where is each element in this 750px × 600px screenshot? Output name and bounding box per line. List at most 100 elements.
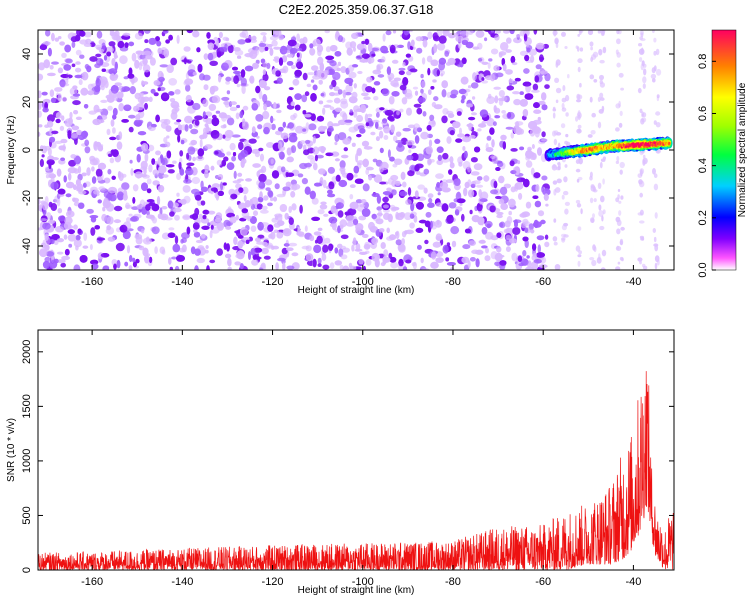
noise-speck <box>575 45 579 49</box>
noise-speck <box>577 58 583 64</box>
noise-speck <box>278 57 284 66</box>
noise-speck <box>91 166 95 172</box>
noise-speck <box>317 263 322 267</box>
noise-speck <box>491 155 499 165</box>
noise-speck <box>561 102 565 110</box>
noise-speck <box>552 180 558 185</box>
noise-speck <box>168 257 172 265</box>
noise-speck <box>380 161 389 171</box>
noise-speck <box>448 202 457 209</box>
y-tick-label: 2000 <box>21 340 33 364</box>
noise-speck <box>342 89 347 99</box>
noise-speck <box>150 88 156 94</box>
noise-speck <box>279 45 288 55</box>
noise-speck <box>288 87 294 91</box>
noise-speck <box>307 72 315 76</box>
x-tick-label: -80 <box>445 576 461 588</box>
noise-speck <box>446 136 452 144</box>
noise-speck <box>100 99 108 103</box>
noise-speck <box>263 103 267 111</box>
noise-speck <box>381 56 386 63</box>
noise-speck <box>359 251 368 255</box>
noise-speck <box>433 96 439 102</box>
noise-speck <box>472 96 476 100</box>
noise-speck <box>329 223 336 228</box>
noise-speck <box>498 175 505 184</box>
noise-speck <box>274 183 280 190</box>
noise-speck <box>437 192 441 196</box>
noise-speck <box>163 137 168 143</box>
noise-speck <box>49 89 55 97</box>
noise-speck <box>421 57 426 65</box>
noise-speck <box>339 219 347 228</box>
noise-speck <box>258 42 267 47</box>
noise-speck <box>449 94 457 99</box>
noise-speck <box>238 141 244 151</box>
chart-title: C2E2.2025.359.06.37.G18 <box>279 2 434 17</box>
noise-speck <box>435 202 444 207</box>
noise-speck <box>215 110 221 114</box>
noise-speck <box>164 141 171 148</box>
noise-speck <box>48 201 53 208</box>
noise-speck <box>641 263 646 268</box>
noise-speck <box>564 46 568 49</box>
noise-speck <box>325 152 334 157</box>
noise-speck <box>349 194 354 200</box>
noise-speck <box>386 187 392 192</box>
noise-speck <box>42 41 51 46</box>
noise-speck <box>211 95 221 104</box>
noise-speck <box>194 248 201 256</box>
noise-speck <box>492 121 497 127</box>
noise-speck <box>75 49 82 56</box>
noise-speck <box>148 164 153 173</box>
noise-speck <box>128 213 133 217</box>
noise-speck <box>375 136 380 142</box>
noise-speck <box>142 237 152 245</box>
noise-speck <box>436 219 440 225</box>
noise-speck <box>184 124 189 132</box>
noise-speck <box>371 87 376 94</box>
noise-speck <box>72 100 81 106</box>
noise-speck <box>107 236 116 242</box>
noise-speck <box>259 153 265 162</box>
noise-speck <box>363 146 373 150</box>
noise-speck <box>551 164 558 171</box>
noise-speck <box>63 175 67 183</box>
noise-speck <box>237 39 246 45</box>
noise-speck <box>239 111 244 119</box>
noise-speck <box>459 127 462 135</box>
noise-speck <box>131 76 135 85</box>
noise-speck <box>39 218 48 222</box>
noise-speck <box>78 79 83 86</box>
noise-speck <box>145 55 153 60</box>
noise-speck <box>271 245 275 250</box>
noise-speck <box>197 63 203 73</box>
noise-speck <box>185 168 194 176</box>
noise-speck <box>176 119 182 123</box>
noise-speck <box>349 109 353 113</box>
noise-speck <box>325 46 331 53</box>
noise-speck <box>141 182 148 191</box>
noise-speck <box>598 109 604 114</box>
noise-speck <box>159 64 169 68</box>
noise-speck <box>462 146 466 151</box>
noise-speck <box>166 135 170 139</box>
noise-speck <box>334 141 338 146</box>
x-tick-label: -100 <box>352 276 374 288</box>
noise-speck <box>168 78 178 86</box>
noise-speck <box>456 111 462 116</box>
noise-speck <box>543 193 549 201</box>
noise-speck <box>281 55 288 63</box>
noise-speck <box>63 64 72 71</box>
noise-speck <box>530 55 535 63</box>
noise-speck <box>522 250 527 257</box>
noise-speck <box>97 199 102 204</box>
noise-speck <box>174 265 180 270</box>
noise-speck <box>562 85 566 92</box>
noise-speck <box>235 112 240 120</box>
noise-speck <box>65 181 75 189</box>
noise-speck <box>561 31 566 37</box>
noise-speck <box>437 154 443 162</box>
noise-speck <box>435 233 442 241</box>
